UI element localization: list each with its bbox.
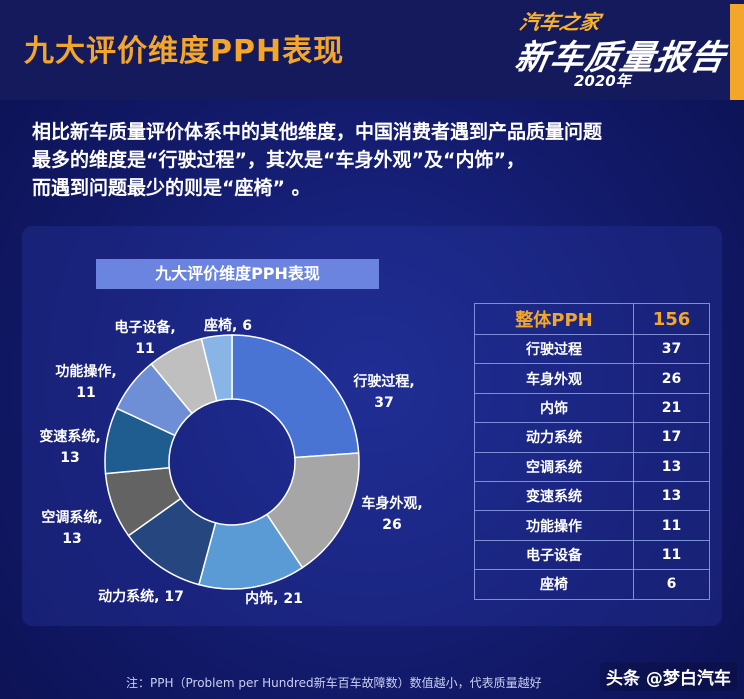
data-label-value: 26 [382,517,402,533]
header-bar: 九大评价维度PPH表现 汽车之家 新车质量报告 2020年 [0,0,744,100]
data-label-value: 17 [164,589,184,605]
row-value: 21 [633,392,710,424]
pph-table-header: 整体PPH 156 [474,303,710,335]
row-label: 空调系统 [474,451,634,482]
chart-title: 九大评价维度PPH表现 [96,259,379,289]
row-value: 11 [633,510,710,541]
data-label-value: 11 [76,385,96,401]
data-label-value: 37 [374,395,394,411]
row-value: 13 [633,480,710,512]
table-row: 功能操作 11 [474,510,710,541]
row-label: 功能操作 [474,510,634,541]
data-label-value: 21 [283,591,303,607]
table-row: 空调系统 13 [474,451,710,482]
table-row: 车身外观 26 [474,363,710,394]
data-label: 内饰, 21 [245,589,303,610]
row-value: 11 [633,539,710,571]
row-value: 6 [633,569,710,600]
intro-line-1: 相比新车质量评价体系中的其他维度，中国消费者遇到产品质量问题 [32,121,603,143]
data-label-value: 6 [242,318,252,334]
pph-header-label: 整体PPH [474,303,634,335]
data-label: 行驶过程, 37 [353,372,414,414]
data-label-value: 13 [62,531,82,547]
data-label-name: 动力系统, [98,589,160,605]
pph-table: 整体PPH 156 行驶过程 37 车身外观 26 内饰 21 动力系统 17 空调系统 13 变速… [474,303,710,600]
pph-header-value: 156 [633,303,710,335]
watermark: 头条 @梦白汽车 [600,662,737,691]
data-label-value: 11 [135,341,155,357]
row-label: 内饰 [474,392,634,424]
data-label-name: 行驶过程, [353,374,415,390]
table-row: 内饰 21 [474,392,710,424]
data-label: 座椅, 6 [204,316,252,337]
data-label-name: 功能操作, [55,364,117,380]
data-label-name: 座椅, [204,318,238,334]
data-label-name: 内饰, [245,591,279,607]
row-label: 动力系统 [474,422,634,453]
logo-accent-bar [730,4,744,100]
intro-line-3: 而遇到问题最少的则是“座椅” 。 [32,177,311,199]
data-label: 车身外观, 26 [361,494,422,536]
table-row: 座椅 6 [474,569,710,600]
table-row: 动力系统 17 [474,422,710,453]
report-logo: 汽车之家 新车质量报告 2020年 [510,4,744,100]
intro-text: 相比新车质量评价体系中的其他维度，中国消费者遇到产品质量问题 最多的维度是“行驶… [32,118,712,202]
row-label: 座椅 [474,569,634,600]
data-label: 电子设备, 11 [114,318,175,360]
row-label: 车身外观 [474,363,634,394]
row-value: 26 [633,363,710,394]
table-row: 电子设备 11 [474,539,710,571]
row-label: 电子设备 [474,539,634,571]
data-label-name: 变速系统, [39,429,101,445]
row-value: 13 [633,451,710,482]
page-title: 九大评价维度PPH表现 [24,34,345,69]
footnote: 注：PPH（Problem per Hundred新车百车故障数）数值越小，代表… [126,676,542,690]
row-label: 行驶过程 [474,333,634,365]
data-label: 变速系统, 13 [39,427,100,469]
data-label: 空调系统, 13 [41,508,102,550]
row-value: 17 [633,422,710,453]
data-label-name: 空调系统, [41,510,103,526]
data-label: 动力系统, 17 [98,587,184,608]
data-label-name: 车身外观, [361,496,423,512]
table-row: 行驶过程 37 [474,333,710,365]
row-label: 变速系统 [474,480,634,512]
data-label-value: 13 [60,450,80,466]
data-label-name: 电子设备, [114,320,176,336]
logo-year: 2020年 [574,72,631,90]
row-value: 37 [633,333,710,365]
data-label: 功能操作, 11 [55,362,116,404]
intro-line-2: 最多的维度是“行驶过程”，其次是“车身外观”及“内饰”， [32,149,525,171]
table-row: 变速系统 13 [474,480,710,512]
